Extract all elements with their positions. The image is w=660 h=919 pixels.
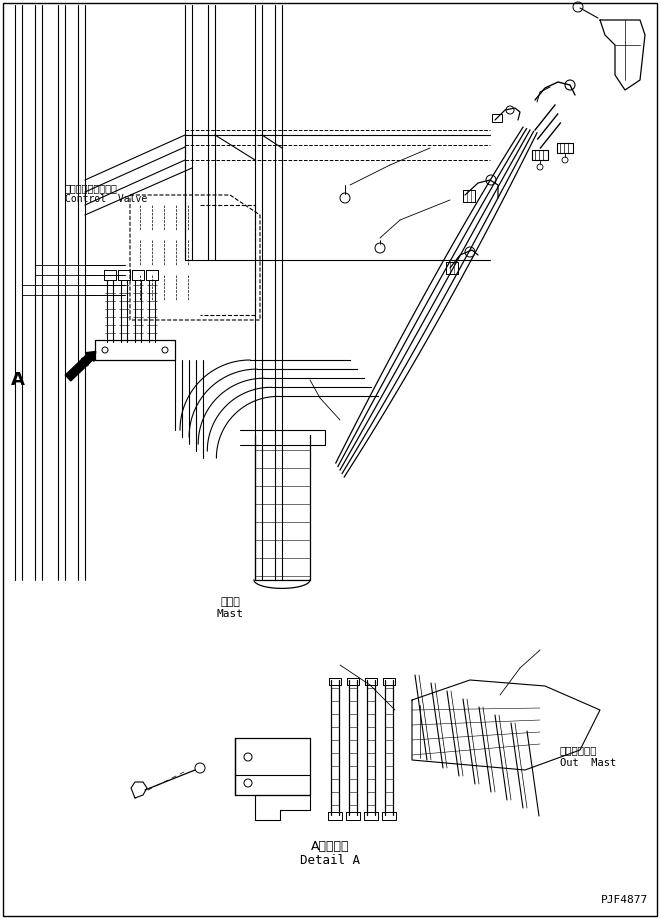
Text: コントロールバルブ: コントロールバルブ: [65, 183, 118, 193]
Text: A　詳　細: A 詳 細: [311, 840, 349, 853]
Bar: [446, 262, 458, 274]
Text: マスト: マスト: [220, 597, 240, 607]
Text: Out  Mast: Out Mast: [560, 758, 616, 768]
Text: Detail A: Detail A: [300, 854, 360, 867]
Text: アウタマスト: アウタマスト: [560, 745, 597, 755]
Text: Control  Valve: Control Valve: [65, 194, 147, 204]
Bar: [463, 190, 475, 202]
Bar: [532, 150, 548, 160]
Bar: [557, 143, 573, 153]
FancyArrow shape: [65, 351, 96, 380]
Text: A: A: [11, 371, 25, 389]
Text: Mast: Mast: [216, 609, 244, 619]
Text: PJF4877: PJF4877: [601, 895, 648, 905]
Bar: [492, 114, 502, 122]
